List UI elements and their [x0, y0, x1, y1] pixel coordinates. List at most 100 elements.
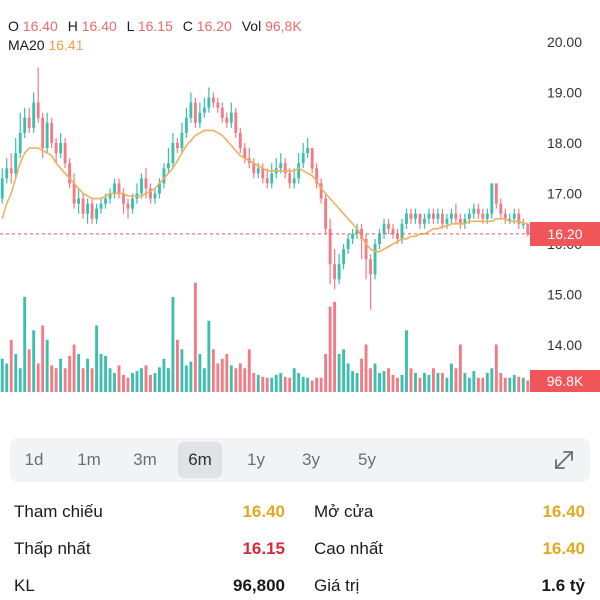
- volume-bar: [86, 358, 90, 392]
- candle-body: [440, 213, 444, 224]
- candle-body: [63, 143, 67, 164]
- volume-bar: [364, 344, 368, 392]
- volume-bar: [265, 377, 269, 392]
- candle-body: [512, 213, 516, 219]
- volume-bar: [113, 373, 116, 392]
- candle-body: [436, 213, 440, 219]
- volume-bar: [77, 354, 81, 392]
- volume-bar: [270, 377, 274, 392]
- candle-body: [297, 163, 301, 179]
- candle-body: [378, 233, 381, 244]
- candle-body: [184, 117, 188, 133]
- volume-bar: [54, 368, 58, 392]
- candle-body: [59, 143, 63, 154]
- y-tick-label: 19.00: [547, 85, 582, 101]
- candle-body: [149, 188, 152, 199]
- volume-bar: [409, 368, 413, 392]
- volume-bar: [449, 363, 453, 392]
- ma-readout: MA20 16.41: [8, 37, 84, 53]
- timeframe-5y[interactable]: 5y: [358, 450, 376, 469]
- candle-body: [122, 193, 125, 204]
- volume-value: 96,8K: [265, 18, 302, 34]
- volume-bar: [153, 373, 157, 392]
- volume-bar: [328, 306, 332, 392]
- volume-bar: [526, 380, 530, 392]
- lowest-label: Thấp nhất: [14, 539, 91, 558]
- volume-bar: [297, 373, 301, 392]
- candle-body: [387, 223, 390, 229]
- candle-body: [472, 208, 476, 214]
- candle-body: [328, 228, 332, 265]
- candle-body: [72, 183, 76, 204]
- volume-bar: [355, 373, 359, 392]
- candle-body: [162, 168, 166, 184]
- candle-body: [5, 168, 9, 179]
- candle-body: [117, 183, 121, 194]
- candle-body: [193, 102, 197, 123]
- candle-body: [391, 228, 395, 234]
- volume-bar: [234, 368, 238, 392]
- candle-body: [153, 193, 157, 199]
- highest-label: Cao nhất: [314, 539, 383, 558]
- candle-body: [144, 178, 148, 189]
- candle-body: [494, 183, 498, 204]
- candle-body: [171, 143, 175, 164]
- volume-bar: [337, 354, 341, 392]
- candle-body: [261, 168, 265, 179]
- candle-body: [36, 102, 40, 118]
- candle-body: [485, 213, 489, 219]
- volume-bar: [306, 377, 310, 392]
- price-chart[interactable]: 20.0019.0018.0017.0016.0015.0014.002025T…: [0, 0, 600, 400]
- candle-body: [396, 233, 399, 239]
- candle-body: [113, 183, 116, 194]
- volume-bar: [63, 368, 67, 392]
- volume-bar: [162, 358, 166, 392]
- volume-bar: [445, 377, 449, 392]
- volume-bar: [229, 365, 233, 392]
- y-tick-label: 18.00: [547, 135, 582, 151]
- candle-body: [229, 112, 233, 123]
- candle-body: [50, 122, 54, 143]
- volume-bar: [373, 363, 377, 392]
- volume-bar: [261, 376, 265, 392]
- volume-bar: [310, 380, 314, 392]
- candle-body: [283, 163, 287, 174]
- timeframe-3m[interactable]: 3m: [133, 450, 157, 469]
- volume-bar: [27, 349, 31, 392]
- chart-canvas[interactable]: 20.0019.0018.0017.0016.0015.0014.002025T…: [0, 0, 600, 400]
- candle-body: [211, 97, 215, 103]
- volume-bar: [180, 349, 184, 392]
- candle-body: [81, 198, 85, 214]
- candle-body: [333, 264, 337, 280]
- reference-value: 16.40: [242, 502, 285, 521]
- candle-body: [414, 213, 417, 219]
- candle-body: [301, 153, 305, 164]
- volume-bar: [440, 373, 444, 392]
- candle-body: [346, 238, 350, 250]
- timeframe-1y[interactable]: 1y: [247, 450, 265, 469]
- volume-bar: [463, 373, 467, 392]
- trade-value-label: Giá trị: [314, 576, 360, 595]
- candle-body: [202, 107, 206, 113]
- timeframe-1m[interactable]: 1m: [77, 450, 101, 469]
- volume-bar: [0, 358, 4, 392]
- candle-body: [108, 193, 112, 199]
- volume-bar: [351, 371, 355, 392]
- candle-body: [445, 218, 449, 224]
- volume-label: Vol: [241, 18, 262, 34]
- candle-body: [481, 213, 485, 219]
- volume-bar: [274, 374, 278, 392]
- candle-body: [418, 213, 422, 224]
- volume-bar: [503, 377, 507, 392]
- volume-bar: [481, 377, 485, 392]
- candle-body: [23, 117, 27, 133]
- timeframe-1d[interactable]: 1d: [24, 450, 44, 469]
- timeframe-3y[interactable]: 3y: [302, 450, 320, 469]
- volume-bar: [521, 377, 525, 392]
- candle-body: [517, 213, 521, 224]
- expand-icon[interactable]: [552, 448, 576, 472]
- candle-body: [476, 208, 480, 214]
- timeframe-6m[interactable]: 6m: [178, 442, 222, 478]
- volume-bar: [499, 373, 503, 392]
- candle-body: [503, 213, 507, 219]
